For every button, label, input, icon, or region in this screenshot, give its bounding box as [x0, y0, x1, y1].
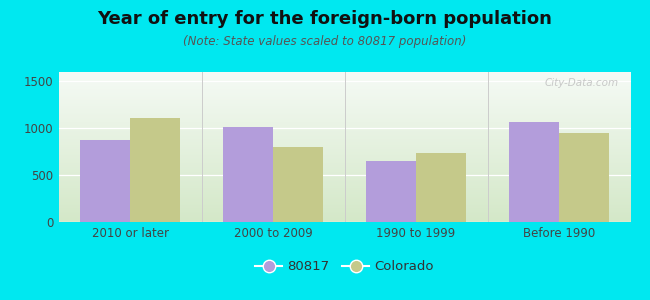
Bar — [416, 153, 466, 222]
Bar — [130, 118, 180, 222]
Legend: 80817, Colorado: 80817, Colorado — [250, 255, 439, 278]
Bar — [509, 122, 559, 222]
Bar — [366, 160, 416, 222]
Bar — [223, 127, 273, 222]
Bar — [80, 140, 130, 222]
Bar — [273, 147, 323, 222]
Bar — [559, 133, 609, 222]
Text: Year of entry for the foreign-born population: Year of entry for the foreign-born popul… — [98, 11, 552, 28]
Text: City-Data.com: City-Data.com — [545, 78, 619, 88]
Text: (Note: State values scaled to 80817 population): (Note: State values scaled to 80817 popu… — [183, 34, 467, 47]
